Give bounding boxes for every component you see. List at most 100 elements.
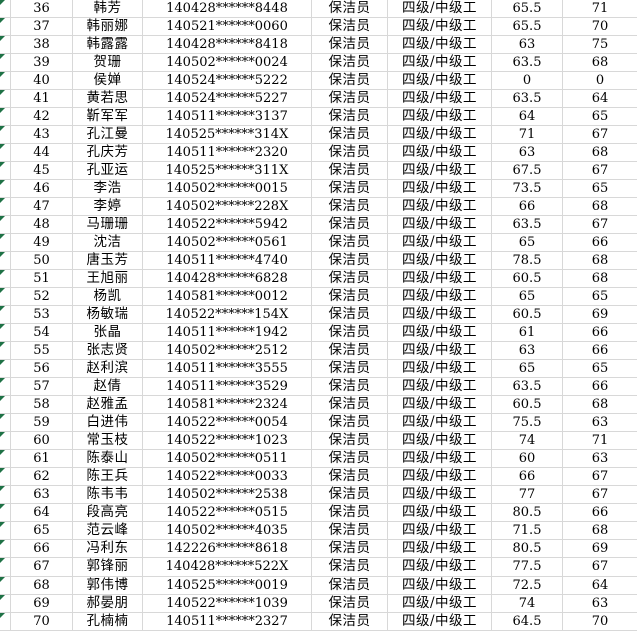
cell-score-1[interactable]: 65 — [492, 288, 563, 307]
cell-position[interactable]: 保洁员 — [312, 288, 388, 307]
cell-name[interactable]: 赵倩 — [73, 378, 143, 397]
cell-score-2[interactable]: 66 — [563, 504, 637, 523]
cell-error-indicator[interactable] — [0, 522, 11, 541]
cell-error-indicator[interactable] — [0, 576, 11, 595]
cell-id-masked[interactable]: 140511******3529 — [143, 378, 312, 397]
cell-score-2[interactable]: 65 — [563, 108, 637, 127]
cell-error-indicator[interactable] — [0, 162, 11, 181]
cell-name[interactable]: 郭锋丽 — [73, 558, 143, 577]
cell-error-indicator[interactable] — [0, 216, 11, 235]
cell-score-2[interactable]: 66 — [563, 234, 637, 253]
cell-level[interactable]: 四级/中级工 — [388, 234, 492, 253]
cell-score-2[interactable]: 67 — [563, 216, 637, 235]
cell-row-number[interactable]: 55 — [11, 342, 73, 361]
cell-position[interactable]: 保洁员 — [312, 522, 388, 541]
cell-position[interactable]: 保洁员 — [312, 162, 388, 181]
cell-level[interactable]: 四级/中级工 — [388, 378, 492, 397]
cell-position[interactable]: 保洁员 — [312, 378, 388, 397]
cell-id-masked[interactable]: 140502******2538 — [143, 486, 312, 505]
cell-row-number[interactable]: 64 — [11, 504, 73, 523]
cell-level[interactable]: 四级/中级工 — [388, 306, 492, 325]
cell-level[interactable]: 四级/中级工 — [388, 72, 492, 91]
cell-score-2[interactable]: 67 — [563, 468, 637, 487]
cell-position[interactable]: 保洁员 — [312, 594, 388, 613]
cell-row-number[interactable]: 56 — [11, 360, 73, 379]
cell-level[interactable]: 四级/中级工 — [388, 252, 492, 271]
cell-score-2[interactable]: 71 — [563, 432, 637, 451]
cell-error-indicator[interactable] — [0, 180, 11, 199]
cell-position[interactable]: 保洁员 — [312, 576, 388, 595]
cell-score-1[interactable]: 65.5 — [492, 0, 563, 19]
cell-error-indicator[interactable] — [0, 90, 11, 109]
cell-position[interactable]: 保洁员 — [312, 486, 388, 505]
cell-level[interactable]: 四级/中级工 — [388, 54, 492, 73]
cell-level[interactable]: 四级/中级工 — [388, 90, 492, 109]
cell-level[interactable]: 四级/中级工 — [388, 486, 492, 505]
cell-id-masked[interactable]: 140428******8418 — [143, 36, 312, 55]
cell-id-masked[interactable]: 140581******2324 — [143, 396, 312, 415]
cell-name[interactable]: 韩露露 — [73, 36, 143, 55]
cell-score-2[interactable]: 71 — [563, 0, 637, 19]
cell-name[interactable]: 李婷 — [73, 198, 143, 217]
cell-row-number[interactable]: 58 — [11, 396, 73, 415]
cell-id-masked[interactable]: 140525******314X — [143, 126, 312, 145]
cell-row-number[interactable]: 51 — [11, 270, 73, 289]
cell-score-2[interactable]: 64 — [563, 90, 637, 109]
cell-row-number[interactable]: 69 — [11, 594, 73, 613]
cell-position[interactable]: 保洁员 — [312, 126, 388, 145]
cell-id-masked[interactable]: 140502******0024 — [143, 54, 312, 73]
cell-error-indicator[interactable] — [0, 504, 11, 523]
cell-level[interactable]: 四级/中级工 — [388, 450, 492, 469]
cell-id-masked[interactable]: 140502******0511 — [143, 450, 312, 469]
cell-position[interactable]: 保洁员 — [312, 342, 388, 361]
cell-error-indicator[interactable] — [0, 72, 11, 91]
cell-row-number[interactable]: 37 — [11, 18, 73, 37]
cell-row-number[interactable]: 36 — [11, 0, 73, 19]
cell-error-indicator[interactable] — [0, 414, 11, 433]
cell-id-masked[interactable]: 140522******0033 — [143, 468, 312, 487]
cell-level[interactable]: 四级/中级工 — [388, 432, 492, 451]
cell-position[interactable]: 保洁员 — [312, 234, 388, 253]
cell-position[interactable]: 保洁员 — [312, 198, 388, 217]
cell-score-1[interactable]: 63.5 — [492, 216, 563, 235]
cell-level[interactable]: 四级/中级工 — [388, 594, 492, 613]
cell-score-2[interactable]: 67 — [563, 486, 637, 505]
cell-score-1[interactable]: 65 — [492, 234, 563, 253]
cell-row-number[interactable]: 49 — [11, 234, 73, 253]
cell-id-masked[interactable]: 140581******0012 — [143, 288, 312, 307]
cell-id-masked[interactable]: 140428******6828 — [143, 270, 312, 289]
cell-score-2[interactable]: 63 — [563, 594, 637, 613]
cell-score-2[interactable]: 66 — [563, 378, 637, 397]
cell-score-1[interactable]: 75.5 — [492, 414, 563, 433]
cell-score-1[interactable]: 66 — [492, 468, 563, 487]
cell-name[interactable]: 白进伟 — [73, 414, 143, 433]
cell-row-number[interactable]: 59 — [11, 414, 73, 433]
cell-score-2[interactable]: 67 — [563, 558, 637, 577]
cell-id-masked[interactable]: 140525******0019 — [143, 576, 312, 595]
cell-error-indicator[interactable] — [0, 36, 11, 55]
cell-level[interactable]: 四级/中级工 — [388, 36, 492, 55]
cell-score-1[interactable]: 78.5 — [492, 252, 563, 271]
cell-name[interactable]: 李浩 — [73, 180, 143, 199]
cell-score-1[interactable]: 60 — [492, 450, 563, 469]
cell-error-indicator[interactable] — [0, 594, 11, 613]
cell-level[interactable]: 四级/中级工 — [388, 576, 492, 595]
cell-score-1[interactable]: 71 — [492, 126, 563, 145]
cell-position[interactable]: 保洁员 — [312, 252, 388, 271]
cell-name[interactable]: 黄若思 — [73, 90, 143, 109]
cell-level[interactable]: 四级/中级工 — [388, 108, 492, 127]
cell-error-indicator[interactable] — [0, 0, 11, 19]
cell-error-indicator[interactable] — [0, 108, 11, 127]
cell-score-2[interactable]: 65 — [563, 288, 637, 307]
cell-row-number[interactable]: 52 — [11, 288, 73, 307]
cell-position[interactable]: 保洁员 — [312, 0, 388, 19]
cell-score-1[interactable]: 74 — [492, 594, 563, 613]
cell-position[interactable]: 保洁员 — [312, 306, 388, 325]
cell-name[interactable]: 郝晏朋 — [73, 594, 143, 613]
cell-id-masked[interactable]: 140522******5942 — [143, 216, 312, 235]
cell-error-indicator[interactable] — [0, 540, 11, 559]
cell-id-masked[interactable]: 140502******4035 — [143, 522, 312, 541]
cell-row-number[interactable]: 67 — [11, 558, 73, 577]
cell-id-masked[interactable]: 140502******2512 — [143, 342, 312, 361]
cell-error-indicator[interactable] — [0, 198, 11, 217]
